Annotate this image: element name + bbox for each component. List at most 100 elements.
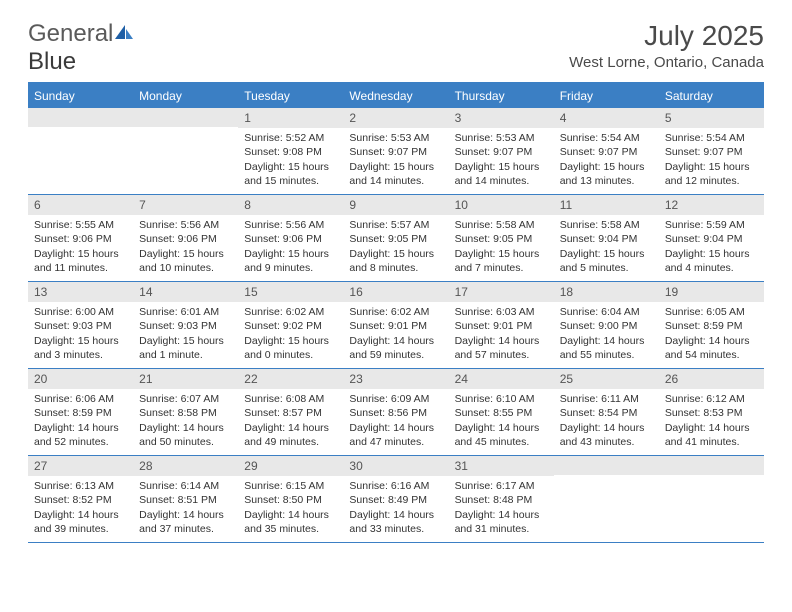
day-info-line: and 10 minutes. [139,261,232,275]
day-info-line: and 55 minutes. [560,348,653,362]
day-cell: 1Sunrise: 5:52 AMSunset: 9:08 PMDaylight… [238,108,343,194]
day-info-line: Sunset: 9:05 PM [455,232,548,246]
day-cell: 6Sunrise: 5:55 AMSunset: 9:06 PMDaylight… [28,195,133,281]
day-body: Sunrise: 5:53 AMSunset: 9:07 PMDaylight:… [449,128,554,194]
day-info-line: and 7 minutes. [455,261,548,275]
day-number: 6 [28,195,133,215]
day-number: 22 [238,369,343,389]
day-info-line: Sunrise: 6:03 AM [455,305,548,319]
day-cell: 12Sunrise: 5:59 AMSunset: 9:04 PMDayligh… [659,195,764,281]
day-info-line: and 12 minutes. [665,174,758,188]
day-info-line: and 37 minutes. [139,522,232,536]
day-number: 17 [449,282,554,302]
day-cell: 22Sunrise: 6:08 AMSunset: 8:57 PMDayligh… [238,369,343,455]
day-info-line: Daylight: 14 hours [560,334,653,348]
day-cell: 16Sunrise: 6:02 AMSunset: 9:01 PMDayligh… [343,282,448,368]
weekday-header: Tuesday [238,84,343,108]
day-cell: 25Sunrise: 6:11 AMSunset: 8:54 PMDayligh… [554,369,659,455]
day-info-line: Sunset: 9:07 PM [665,145,758,159]
day-body: Sunrise: 5:56 AMSunset: 9:06 PMDaylight:… [133,215,238,281]
day-info-line: Sunrise: 6:11 AM [560,392,653,406]
day-info-line: and 47 minutes. [349,435,442,449]
day-number: 9 [343,195,448,215]
day-info-line: Daylight: 15 hours [455,160,548,174]
day-body: Sunrise: 6:00 AMSunset: 9:03 PMDaylight:… [28,302,133,368]
weekday-header: Thursday [449,84,554,108]
day-info-line: Sunset: 9:00 PM [560,319,653,333]
day-info-line: and 11 minutes. [34,261,127,275]
day-cell: 9Sunrise: 5:57 AMSunset: 9:05 PMDaylight… [343,195,448,281]
day-info-line: and 9 minutes. [244,261,337,275]
day-info-line: and 0 minutes. [244,348,337,362]
day-cell: 4Sunrise: 5:54 AMSunset: 9:07 PMDaylight… [554,108,659,194]
day-info-line: Sunrise: 6:09 AM [349,392,442,406]
day-info-line: Sunrise: 5:59 AM [665,218,758,232]
day-info-line: Daylight: 15 hours [34,247,127,261]
day-number: 23 [343,369,448,389]
day-info-line: and 33 minutes. [349,522,442,536]
day-body: Sunrise: 6:12 AMSunset: 8:53 PMDaylight:… [659,389,764,455]
day-number: 29 [238,456,343,476]
day-number: 27 [28,456,133,476]
week-row: 6Sunrise: 5:55 AMSunset: 9:06 PMDaylight… [28,195,764,282]
day-info-line: Sunrise: 6:16 AM [349,479,442,493]
title-block: July 2025 West Lorne, Ontario, Canada [569,20,764,71]
day-info-line: Sunrise: 6:06 AM [34,392,127,406]
day-info-line: Daylight: 14 hours [560,421,653,435]
day-info-line: Sunrise: 5:52 AM [244,131,337,145]
day-number [659,456,764,475]
day-info-line: and 41 minutes. [665,435,758,449]
day-body: Sunrise: 6:17 AMSunset: 8:48 PMDaylight:… [449,476,554,542]
logo-sail-icon [113,20,135,48]
day-info-line: Daylight: 15 hours [560,160,653,174]
logo-word-1: General [28,20,113,47]
week-row: 20Sunrise: 6:06 AMSunset: 8:59 PMDayligh… [28,369,764,456]
day-cell: 13Sunrise: 6:00 AMSunset: 9:03 PMDayligh… [28,282,133,368]
day-cell [28,108,133,194]
day-body: Sunrise: 6:11 AMSunset: 8:54 PMDaylight:… [554,389,659,455]
day-number: 24 [449,369,554,389]
day-info-line: Sunrise: 6:08 AM [244,392,337,406]
day-info-line: Sunset: 9:01 PM [349,319,442,333]
day-info-line: and 15 minutes. [244,174,337,188]
day-number: 1 [238,108,343,128]
day-number: 16 [343,282,448,302]
day-body: Sunrise: 6:08 AMSunset: 8:57 PMDaylight:… [238,389,343,455]
day-info-line: Sunset: 8:51 PM [139,493,232,507]
month-title: July 2025 [569,20,764,52]
day-number: 3 [449,108,554,128]
day-body: Sunrise: 5:52 AMSunset: 9:08 PMDaylight:… [238,128,343,194]
day-info-line: Sunset: 9:04 PM [665,232,758,246]
day-info-line: Sunset: 8:59 PM [665,319,758,333]
day-info-line: Sunrise: 6:15 AM [244,479,337,493]
day-number: 14 [133,282,238,302]
weekday-header: Sunday [28,84,133,108]
day-cell [554,456,659,542]
day-info-line: Sunrise: 6:04 AM [560,305,653,319]
day-info-line: Sunset: 8:58 PM [139,406,232,420]
day-info-line: Daylight: 14 hours [455,508,548,522]
logo-word-2: Blue [28,48,76,75]
day-info-line: and 14 minutes. [349,174,442,188]
day-cell: 29Sunrise: 6:15 AMSunset: 8:50 PMDayligh… [238,456,343,542]
day-info-line: Daylight: 14 hours [665,421,758,435]
weekday-row: SundayMondayTuesdayWednesdayThursdayFrid… [28,84,764,108]
day-body [659,475,764,484]
day-info-line: Sunrise: 6:02 AM [349,305,442,319]
week-row: 27Sunrise: 6:13 AMSunset: 8:52 PMDayligh… [28,456,764,543]
day-info-line: Sunrise: 6:05 AM [665,305,758,319]
day-body: Sunrise: 6:14 AMSunset: 8:51 PMDaylight:… [133,476,238,542]
day-cell: 3Sunrise: 5:53 AMSunset: 9:07 PMDaylight… [449,108,554,194]
day-body: Sunrise: 6:10 AMSunset: 8:55 PMDaylight:… [449,389,554,455]
day-info-line: and 14 minutes. [455,174,548,188]
day-number: 20 [28,369,133,389]
day-info-line: and 39 minutes. [34,522,127,536]
day-body: Sunrise: 5:58 AMSunset: 9:05 PMDaylight:… [449,215,554,281]
day-info-line: and 52 minutes. [34,435,127,449]
weekday-header: Monday [133,84,238,108]
day-cell: 28Sunrise: 6:14 AMSunset: 8:51 PMDayligh… [133,456,238,542]
day-info-line: Daylight: 15 hours [244,160,337,174]
day-number [554,456,659,475]
day-body [28,127,133,136]
day-body: Sunrise: 6:02 AMSunset: 9:01 PMDaylight:… [343,302,448,368]
